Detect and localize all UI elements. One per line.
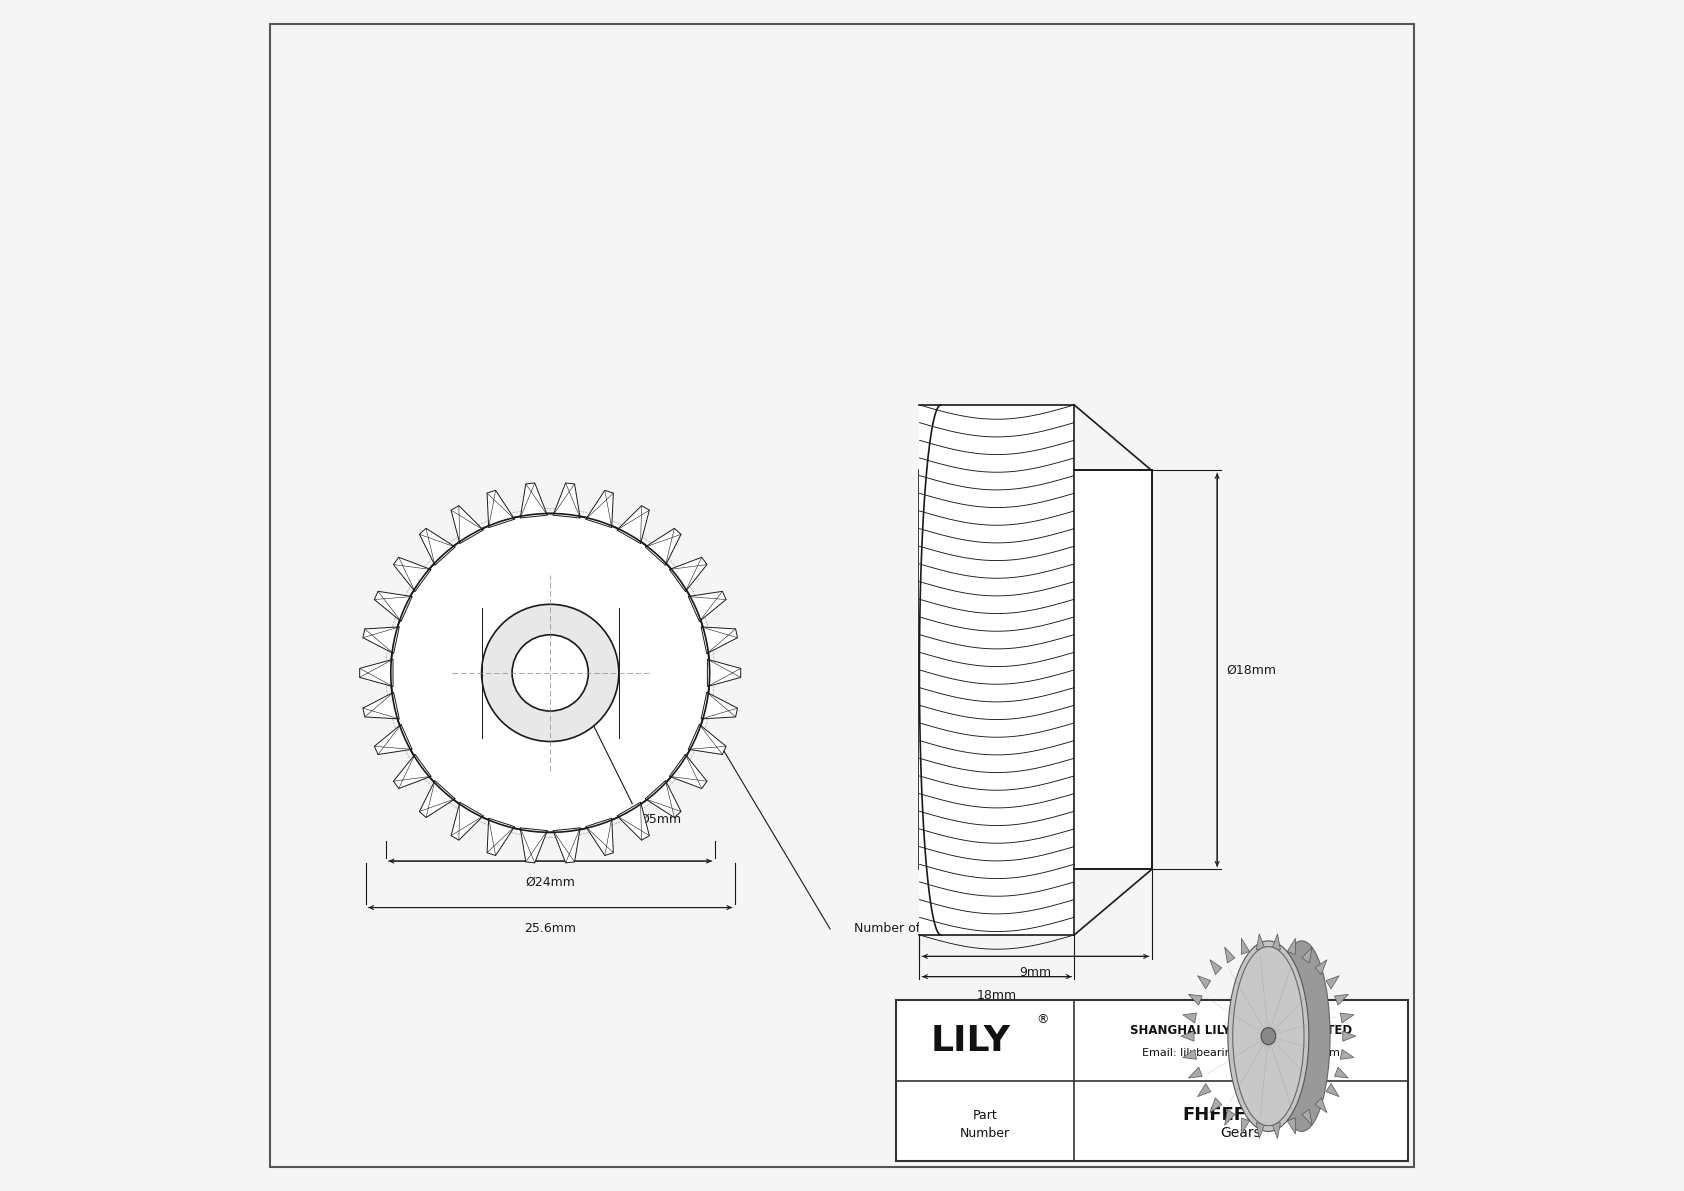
- Polygon shape: [1197, 1084, 1211, 1097]
- Polygon shape: [616, 506, 650, 543]
- Polygon shape: [552, 484, 581, 518]
- Polygon shape: [419, 529, 455, 566]
- Circle shape: [512, 635, 588, 711]
- Polygon shape: [1256, 1123, 1265, 1139]
- Ellipse shape: [1261, 1028, 1276, 1045]
- Polygon shape: [364, 692, 399, 719]
- Polygon shape: [1224, 947, 1234, 962]
- Polygon shape: [419, 780, 455, 817]
- Polygon shape: [520, 828, 547, 862]
- Circle shape: [482, 604, 618, 742]
- Polygon shape: [707, 660, 741, 686]
- Polygon shape: [1315, 960, 1327, 974]
- Polygon shape: [1287, 1118, 1295, 1134]
- Bar: [919, 405, 1074, 935]
- Polygon shape: [1302, 1110, 1312, 1125]
- Polygon shape: [645, 529, 680, 566]
- Bar: [919, 470, 1152, 869]
- Ellipse shape: [1228, 941, 1308, 1131]
- Polygon shape: [1325, 975, 1339, 989]
- Text: Ø24mm: Ø24mm: [525, 875, 576, 888]
- Polygon shape: [689, 724, 726, 755]
- Polygon shape: [487, 818, 515, 855]
- Polygon shape: [1224, 1110, 1234, 1125]
- Text: LILY: LILY: [931, 1024, 1010, 1058]
- Polygon shape: [364, 626, 399, 654]
- Polygon shape: [394, 557, 431, 592]
- Polygon shape: [1302, 947, 1312, 962]
- Polygon shape: [1325, 1084, 1339, 1097]
- Polygon shape: [1241, 939, 1250, 954]
- Polygon shape: [645, 780, 680, 817]
- Text: Number: Number: [960, 1127, 1010, 1140]
- Polygon shape: [701, 626, 738, 654]
- Bar: [896, 1000, 1408, 1161]
- Text: Part: Part: [973, 1109, 997, 1122]
- Polygon shape: [1209, 960, 1223, 974]
- Polygon shape: [1287, 939, 1295, 954]
- Polygon shape: [394, 754, 431, 788]
- Text: 18mm: 18mm: [977, 989, 1017, 1002]
- Text: Ø5mm: Ø5mm: [640, 812, 682, 825]
- Polygon shape: [1340, 1014, 1354, 1023]
- Polygon shape: [1189, 1067, 1202, 1078]
- Polygon shape: [1180, 1031, 1194, 1041]
- Polygon shape: [1241, 1118, 1250, 1134]
- Polygon shape: [1197, 975, 1211, 989]
- Polygon shape: [552, 828, 581, 862]
- Polygon shape: [1271, 1123, 1280, 1139]
- Polygon shape: [1271, 934, 1280, 949]
- Text: FHFEFKHEF: FHFEFKHEF: [1182, 1106, 1300, 1124]
- Polygon shape: [1182, 1049, 1197, 1059]
- Text: Number of Teeth: 30: Number of Teeth: 30: [854, 923, 982, 935]
- Text: Ø18mm: Ø18mm: [1226, 663, 1276, 676]
- Polygon shape: [1315, 1098, 1327, 1112]
- Polygon shape: [586, 491, 613, 528]
- Text: ®: ®: [1036, 1014, 1049, 1025]
- Circle shape: [391, 513, 709, 833]
- Polygon shape: [701, 692, 738, 719]
- Polygon shape: [1189, 994, 1202, 1005]
- Polygon shape: [586, 818, 613, 855]
- Polygon shape: [374, 724, 413, 755]
- Polygon shape: [1209, 1098, 1223, 1112]
- Polygon shape: [520, 484, 547, 518]
- Polygon shape: [451, 803, 483, 840]
- Polygon shape: [1256, 934, 1265, 949]
- Polygon shape: [1182, 1014, 1197, 1023]
- Polygon shape: [669, 557, 707, 592]
- Polygon shape: [616, 803, 650, 840]
- Ellipse shape: [1233, 947, 1303, 1125]
- Polygon shape: [360, 660, 392, 686]
- Polygon shape: [689, 591, 726, 622]
- Text: 9mm: 9mm: [1019, 966, 1051, 979]
- Text: SHANGHAI LILY BEARING LIMITED: SHANGHAI LILY BEARING LIMITED: [1130, 1024, 1352, 1036]
- Text: Gears: Gears: [1221, 1127, 1261, 1140]
- Polygon shape: [1335, 1067, 1349, 1078]
- Polygon shape: [1340, 1049, 1354, 1059]
- Polygon shape: [487, 491, 515, 528]
- Polygon shape: [1342, 1031, 1356, 1041]
- Polygon shape: [374, 591, 413, 622]
- Polygon shape: [451, 506, 483, 543]
- Polygon shape: [669, 754, 707, 788]
- Text: 25.6mm: 25.6mm: [524, 922, 576, 935]
- Polygon shape: [1335, 994, 1349, 1005]
- Ellipse shape: [1273, 941, 1330, 1131]
- Text: Email: lilybearing@lily-bearing.com: Email: lilybearing@lily-bearing.com: [1142, 1048, 1340, 1058]
